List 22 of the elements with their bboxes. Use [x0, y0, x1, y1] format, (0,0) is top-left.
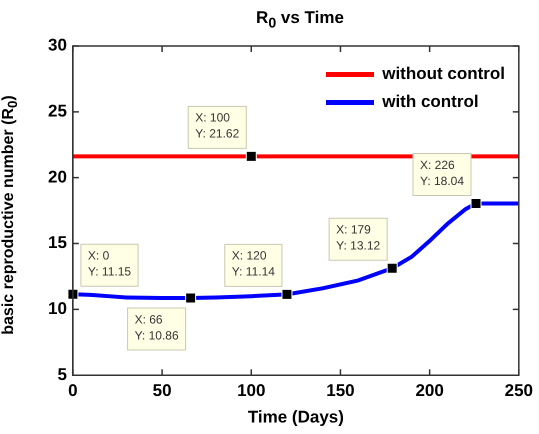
- x-tick-label: 200: [415, 381, 444, 400]
- chart-title: R$_{0}$ vs Time: [255, 8, 345, 32]
- annotation: X: 100 Y: 21.62: [195, 110, 240, 141]
- x-tick-label: 50: [152, 381, 172, 400]
- annotation: X: 179 Y: 13.12: [336, 222, 381, 253]
- y-tick-label: 30: [48, 36, 67, 55]
- x-tick-label: 250: [504, 381, 534, 400]
- annotation: X: 120 Y: 11.14: [232, 248, 276, 279]
- y-tick-label: 25: [48, 102, 67, 121]
- legend-label: without control: [382, 64, 505, 84]
- annotation: X: 226 Y: 18.04: [420, 158, 464, 188]
- x-tick-label: 100: [237, 381, 266, 400]
- x-tick-label: 0: [68, 381, 78, 400]
- x-tick-label: 150: [326, 381, 355, 400]
- annotation: X: 66 Y: 10.86: [134, 312, 179, 342]
- y-tick-label: 10: [48, 299, 67, 318]
- legend-label: with control: [382, 92, 479, 112]
- annotation: X: 0 Y: 11.15: [88, 248, 132, 279]
- y-tick-label: 15: [48, 233, 67, 252]
- y-tick-label: 20: [48, 167, 67, 186]
- y-tick-label: 5: [57, 364, 67, 384]
- x-axis-title: Time (Days): [248, 407, 344, 426]
